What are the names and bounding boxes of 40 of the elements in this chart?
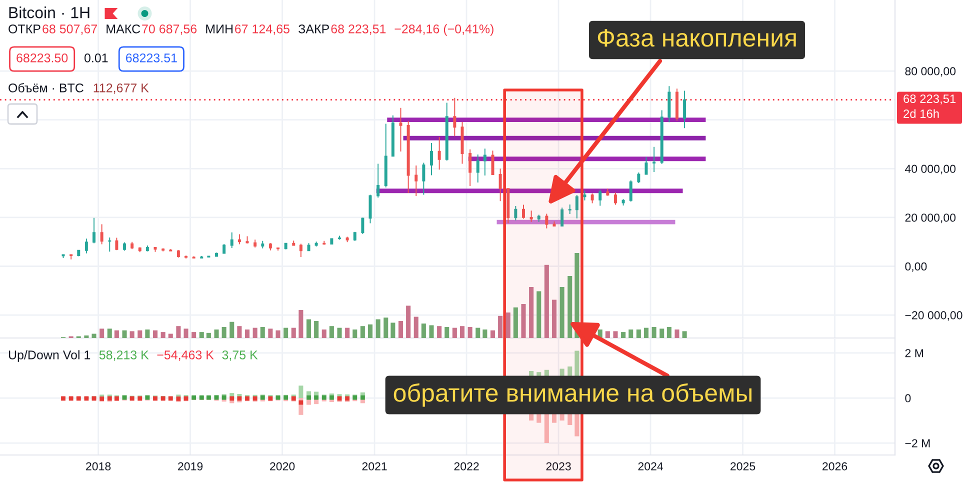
- x-tick-label: 2018: [86, 462, 111, 470]
- x-tick-label: 2019: [178, 462, 203, 470]
- annotation: Up/Down Vol 1: [8, 350, 90, 362]
- annotation: МАКС: [106, 24, 140, 34]
- annotation: 68223.51: [126, 54, 177, 62]
- annotation: 3,75 K: [222, 350, 258, 361]
- annotation: обратите внимание на объемы: [394, 383, 752, 407]
- annotation: 68 223,51: [331, 24, 386, 35]
- y-tick-label: 0,00: [905, 262, 927, 272]
- annotation: Фаза накопления: [598, 29, 796, 47]
- annotation: ОТКР: [8, 24, 40, 34]
- annotation: Объём · BTC: [8, 83, 84, 92]
- y-tick-label: 20 000,00: [905, 214, 956, 224]
- y-tick-label: 0: [905, 394, 911, 402]
- y-tick-label: −20 000,00: [905, 311, 962, 321]
- chart-title: Bitcoin · 1H: [9, 6, 90, 18]
- annotation: ЗАКР: [298, 24, 329, 34]
- text: 2d 16h: [904, 109, 939, 118]
- x-tick-label: 2020: [270, 462, 295, 470]
- annotation: 68223.50: [16, 54, 68, 62]
- annotation: 68 507,67: [42, 24, 97, 35]
- annotation: 112,677 K: [94, 84, 149, 94]
- annotation: −284,16 (−0,41%): [394, 24, 494, 36]
- y-tick-label: 80 000,00: [905, 67, 956, 77]
- y-tick-label: 40 000,00: [904, 164, 956, 174]
- annotation: 58,213 K: [99, 350, 149, 361]
- x-tick-label: 2024: [638, 462, 664, 470]
- x-tick-label: 2025: [730, 462, 756, 470]
- ref-line-label: 68 223,51: [904, 94, 956, 104]
- x-tick-label: 2026: [822, 462, 848, 470]
- annotation: 67 124,65: [235, 24, 290, 35]
- annotation: −54,463 K: [157, 350, 214, 361]
- x-tick-label: 2022: [454, 462, 479, 470]
- x-tick-label: 2023: [546, 462, 571, 470]
- x-tick-label: 2021: [362, 462, 387, 470]
- y-tick-label: 2 M: [905, 349, 923, 358]
- y-tick-label: −2 M: [905, 439, 930, 448]
- annotation: МИН: [206, 24, 233, 34]
- annotation: 70 687,56: [142, 24, 197, 35]
- annotation: 0.01: [84, 54, 108, 62]
